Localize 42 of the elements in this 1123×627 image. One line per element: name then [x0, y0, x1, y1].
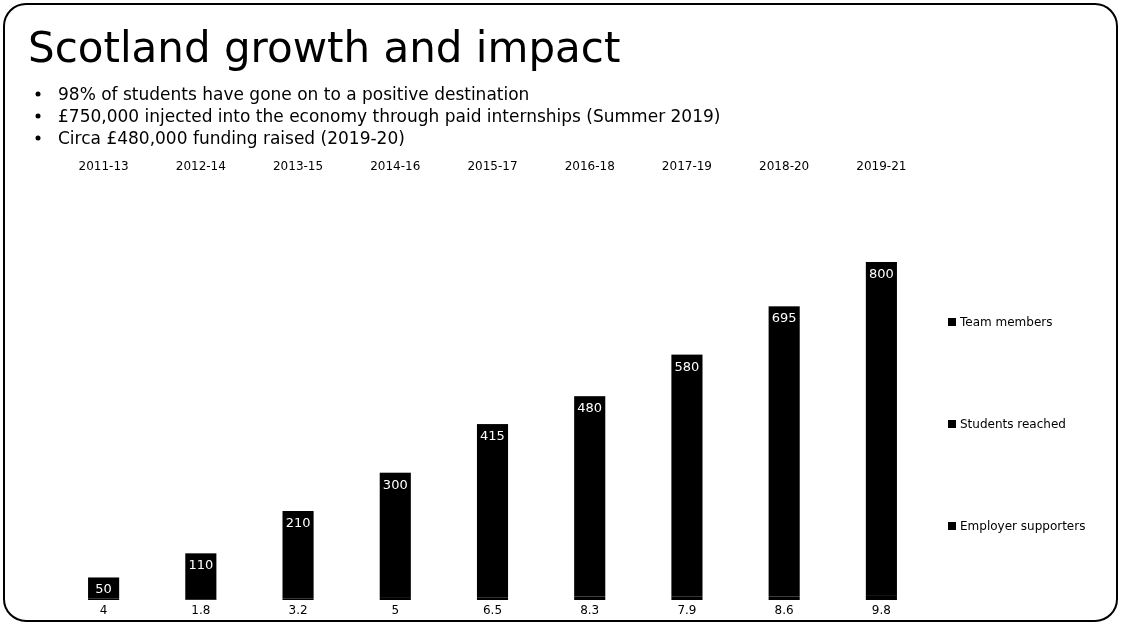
data-label: 800	[868, 266, 894, 281]
data-label: 480	[577, 400, 603, 416]
data-label: 210	[285, 515, 311, 531]
data-label: 9.8	[871, 603, 891, 617]
data-label: 8.3	[580, 603, 600, 617]
data-label: 1.8	[191, 603, 211, 617]
data-label: 3.2	[288, 603, 308, 617]
chart-title: Scotland growth and impact	[28, 23, 621, 72]
x-tick-label: 2018-20	[759, 159, 810, 173]
data-label: 580	[674, 358, 700, 374]
legend-label: Team members	[959, 315, 1053, 329]
legend-label: Employer supporters	[960, 519, 1086, 533]
data-label: 6.5	[482, 603, 503, 617]
data-label: 695	[771, 310, 797, 326]
x-tick-label: 2013-15	[272, 159, 324, 173]
data-label: 300	[382, 476, 408, 492]
data-label: 110	[188, 557, 214, 573]
bar	[865, 262, 897, 596]
bar	[476, 424, 509, 598]
x-tick-label: 2012-14	[175, 159, 226, 173]
data-label: 50	[95, 581, 112, 597]
x-tick-label: 2011-13	[78, 159, 129, 173]
data-label: 4	[99, 603, 108, 617]
data-label: 5	[391, 603, 400, 617]
text: 98% of students have gone on to a positive destination	[58, 84, 530, 104]
bar	[185, 553, 217, 600]
bar	[768, 306, 800, 597]
x-tick-label: 2016-18	[564, 159, 615, 173]
x-tick-label: 2019-21	[856, 159, 907, 173]
x-tick-label: 2017-19	[661, 159, 713, 173]
data-label: 8.6	[774, 603, 794, 617]
x-tick-label: 2015-17	[467, 159, 518, 173]
bar	[671, 354, 703, 597]
legend-label: Students reached	[960, 417, 1066, 431]
bar	[574, 396, 606, 597]
x-tick-label: 2014-16	[370, 159, 421, 173]
bar	[379, 472, 411, 598]
data-label: 415	[480, 428, 505, 444]
text: Circa £480,000 funding raised (2019-20)	[58, 128, 405, 148]
data-label: 7.9	[677, 603, 697, 617]
text: £750,000 injected into the economy through paid internships (Summer 2019)	[58, 106, 721, 126]
bar	[282, 511, 314, 599]
